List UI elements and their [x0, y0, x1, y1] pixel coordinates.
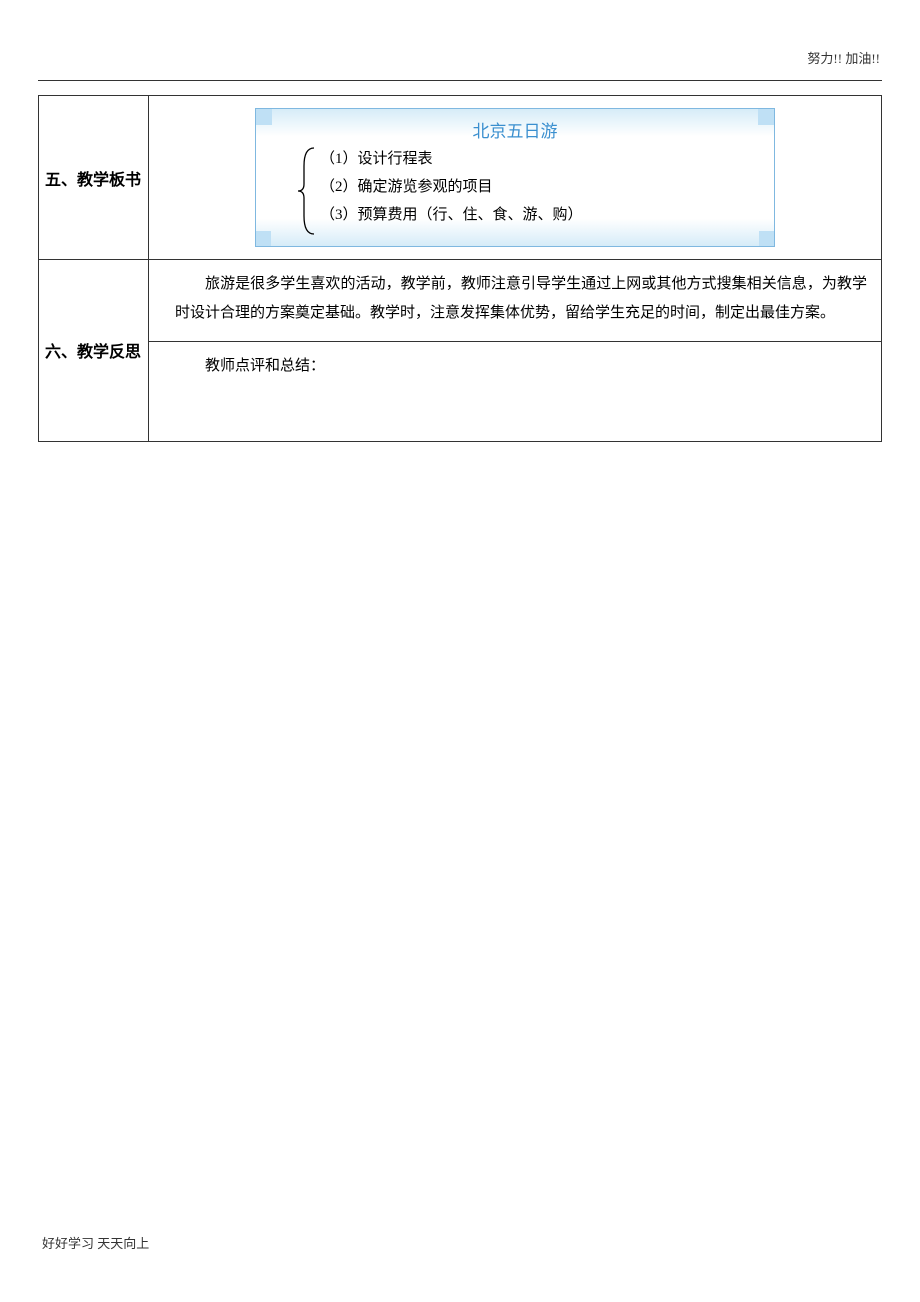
page-footer-motto: 好好学习 天天向上	[42, 1233, 149, 1252]
board-decorated-box: 北京五日游 （1）设计行程表 （2）确定游览参观的项目 （3）预算费用（行、住、…	[255, 108, 775, 247]
board-item: （3）预算费用（行、住、食、游、购）	[320, 202, 583, 230]
board-content-cell: 北京五日游 （1）设计行程表 （2）确定游览参观的项目 （3）预算费用（行、住、…	[149, 96, 882, 260]
reflection-paragraph-cell: 旅游是很多学生喜欢的活动，教学前，教师注意引导学生通过上网或其他方式搜集相关信息…	[149, 260, 882, 342]
reflection-paragraph: 旅游是很多学生喜欢的活动，教学前，教师注意引导学生通过上网或其他方式搜集相关信息…	[175, 276, 867, 321]
section-6-label: 六、教学反思	[39, 260, 149, 442]
brace-group: （1）设计行程表 （2）确定游览参观的项目 （3）预算费用（行、住、食、游、购）	[270, 146, 760, 236]
lesson-plan-table: 五、教学板书 北京五日游 （1）设计行程表 （2）确定游览参观的项目 （3）预算…	[38, 95, 882, 442]
page-header-motto: 努力!! 加油!!	[807, 48, 880, 67]
left-brace-icon	[296, 146, 318, 236]
box-corner-icon	[759, 231, 775, 247]
section-5-label: 五、教学板书	[39, 96, 149, 260]
board-item: （1）设计行程表	[320, 146, 583, 174]
header-divider	[38, 80, 882, 81]
board-item-list: （1）设计行程表 （2）确定游览参观的项目 （3）预算费用（行、住、食、游、购）	[318, 146, 583, 236]
teacher-comment-label: 教师点评和总结：	[205, 358, 325, 374]
board-title: 北京五日游	[270, 117, 760, 142]
box-corner-icon	[255, 231, 271, 247]
board-item: （2）确定游览参观的项目	[320, 174, 583, 202]
teacher-comment-cell: 教师点评和总结：	[149, 342, 882, 442]
